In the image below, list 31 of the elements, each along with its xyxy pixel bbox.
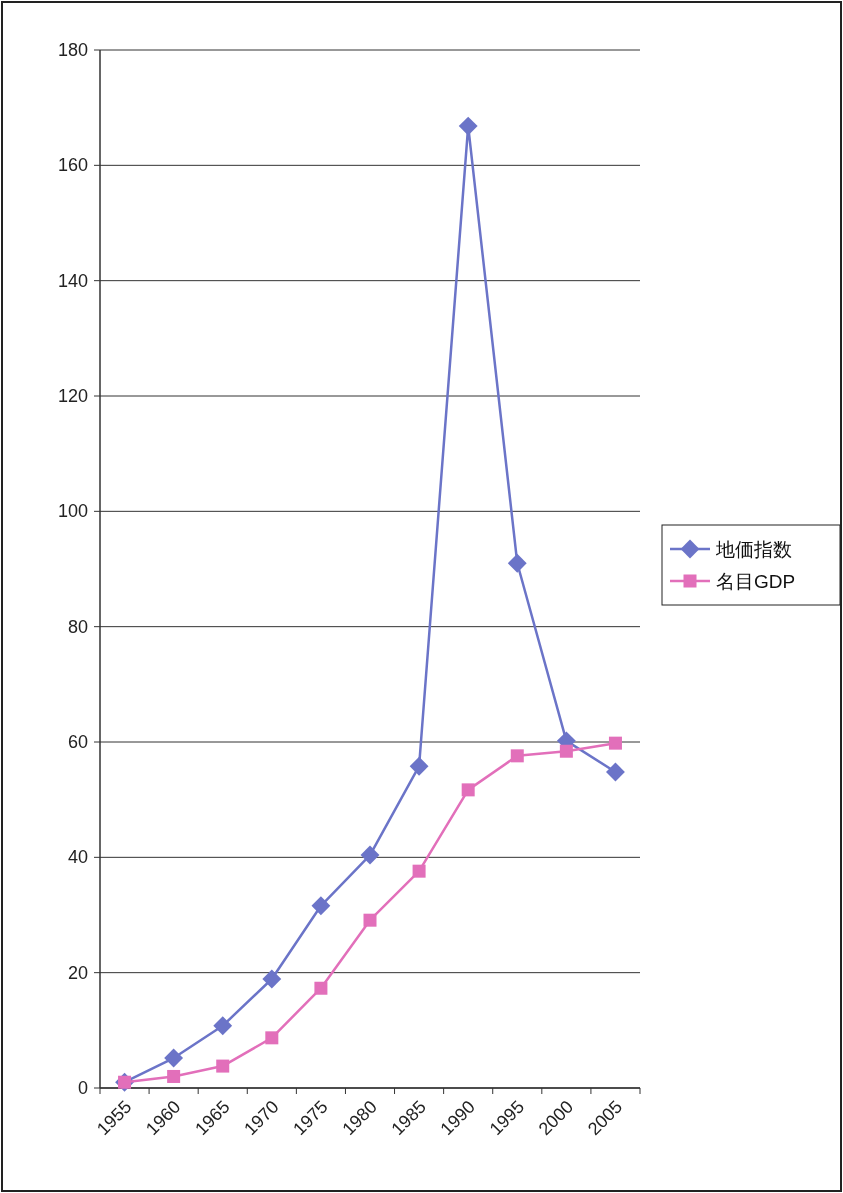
point bbox=[262, 969, 282, 989]
point bbox=[265, 1031, 279, 1045]
y-tick-label: 140 bbox=[57, 270, 88, 291]
point bbox=[606, 762, 625, 782]
point bbox=[164, 1048, 184, 1068]
point bbox=[461, 783, 475, 797]
point bbox=[559, 744, 573, 758]
point bbox=[314, 981, 328, 995]
y-tick-label: 160 bbox=[57, 155, 88, 176]
point bbox=[507, 553, 527, 573]
y-tick-label: 40 bbox=[67, 847, 88, 868]
y-tick-label: 180 bbox=[57, 40, 88, 60]
y-tick-label: 120 bbox=[57, 386, 88, 406]
y-tick-label: 60 bbox=[67, 732, 88, 752]
y-tick-label: 0 bbox=[77, 1078, 88, 1098]
point bbox=[409, 756, 429, 776]
y-tick-label: 100 bbox=[57, 501, 88, 522]
point bbox=[360, 845, 380, 865]
point bbox=[213, 1016, 233, 1036]
point bbox=[216, 1059, 230, 1073]
point bbox=[311, 896, 331, 916]
point bbox=[363, 913, 377, 927]
point bbox=[167, 1069, 181, 1083]
legend-label: 名目GDP bbox=[716, 571, 796, 592]
point bbox=[458, 116, 478, 136]
point bbox=[510, 749, 524, 763]
y-tick-label: 20 bbox=[67, 962, 88, 983]
point bbox=[608, 736, 622, 750]
legend-label: 地価指数 bbox=[715, 539, 792, 560]
point bbox=[412, 864, 426, 878]
y-tick-label: 80 bbox=[67, 616, 88, 637]
